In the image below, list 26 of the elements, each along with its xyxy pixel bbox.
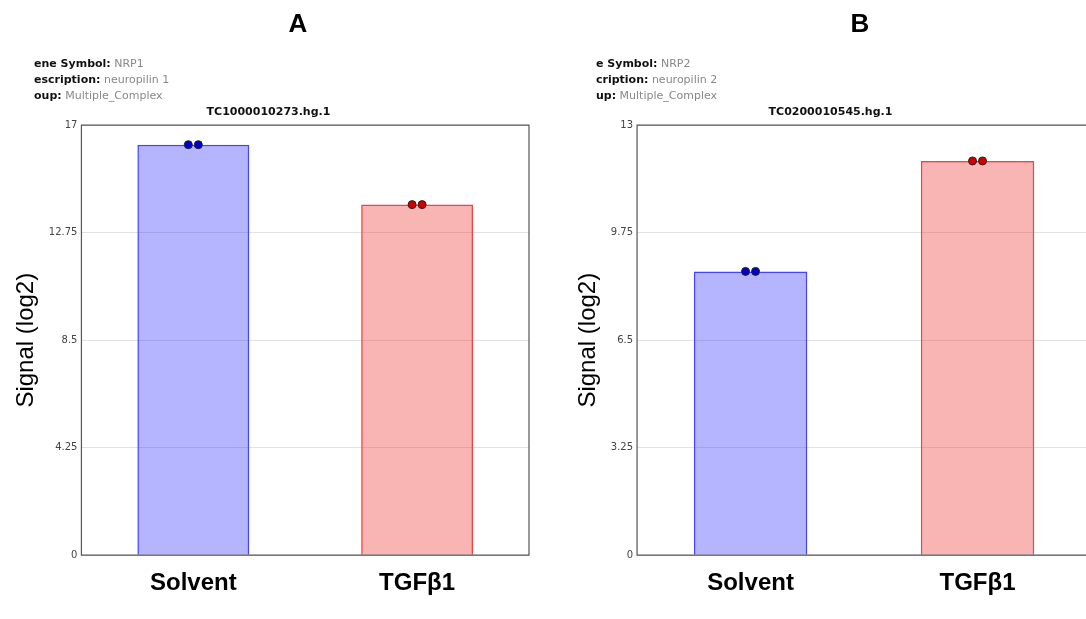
text: ene Symbol: NRP1 [34, 56, 145, 72]
y-tick-label: 12.75 [48, 226, 78, 238]
text: cription: neuropilin 2 [596, 72, 718, 88]
y-tick-label: 0 [626, 548, 634, 560]
y-tick-label: 4.25 [55, 441, 78, 453]
y-tick-label: 17 [64, 118, 78, 130]
y-tick-label: 0 [71, 548, 78, 560]
y-tick-label: 13 [620, 118, 634, 130]
x-tick-label: Solvent [149, 568, 237, 596]
chart-subtitle: TC1000010273.hg.1 [206, 105, 331, 119]
y-axis-title: Signal (log2) [573, 272, 601, 408]
y-tick-label: 8.5 [61, 333, 78, 345]
x-tick-label: Solvent [707, 568, 794, 596]
x-tick-label: TGFβ1 [379, 568, 456, 596]
y-tick-label: 3.25 [610, 441, 634, 453]
chart-subtitle: TC0200010545.hg.1 [768, 105, 893, 119]
y-axis-title: Signal (log2) [11, 272, 39, 408]
chart-title: B [849, 8, 871, 39]
text: up: Multiple_Complex [596, 88, 718, 104]
y-tick-label: 9.75 [610, 226, 634, 238]
text: oup: Multiple_Complex [34, 88, 164, 104]
y-tick-label: 6.5 [617, 333, 634, 345]
text: e Symbol: NRP2 [596, 56, 692, 72]
x-tick-label: TGFβ1 [939, 568, 1016, 596]
chart-title: A [287, 8, 309, 39]
text: escription: neuropilin 1 [34, 72, 170, 88]
